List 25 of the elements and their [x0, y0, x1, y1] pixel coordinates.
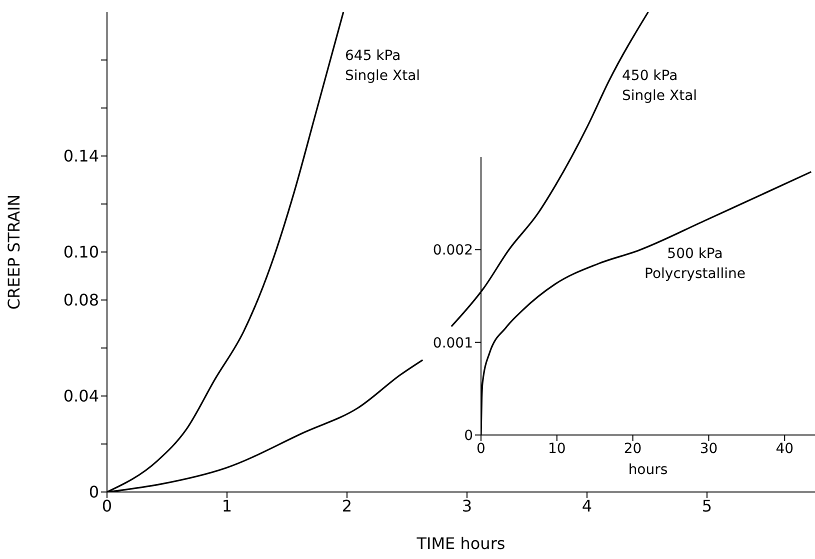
x-tick-label: 3: [462, 496, 472, 516]
y-tick-label: 0.10: [63, 242, 99, 262]
series-label: 450 kPa Single Xtal: [622, 67, 698, 106]
x-tick-label: 1: [222, 496, 232, 516]
y-tick-label: 0: [88, 482, 99, 502]
x-tick-label: 40: [776, 440, 794, 457]
x-axis-title: TIME hours: [416, 534, 506, 553]
x-tick-label: 10: [548, 440, 566, 457]
x-tick-label: 0: [476, 440, 486, 457]
x-tick-label: 20: [624, 440, 642, 457]
y-tick-label: 0.08: [63, 290, 99, 310]
y-tick-label: 0.14: [63, 146, 99, 166]
y-tick-label: 0.001: [432, 335, 473, 352]
x-tick-label: 4: [582, 496, 592, 516]
x-tick-label: 5: [702, 496, 712, 516]
series-label: 645 kPa Single Xtal: [345, 47, 420, 86]
x-tick-label: 0: [102, 496, 112, 516]
series-label: 500 kPa Polycrystalline: [644, 245, 746, 284]
x-tick-label: 2: [342, 496, 352, 516]
y-axis-title: CREEP STRAIN: [4, 194, 24, 310]
y-tick-label: 0.04: [63, 386, 99, 406]
y-tick-label: 0.002: [432, 242, 473, 259]
x-axis-title: hours: [628, 462, 668, 478]
x-tick-label: 30: [700, 440, 718, 457]
y-tick-label: 0: [464, 428, 473, 444]
